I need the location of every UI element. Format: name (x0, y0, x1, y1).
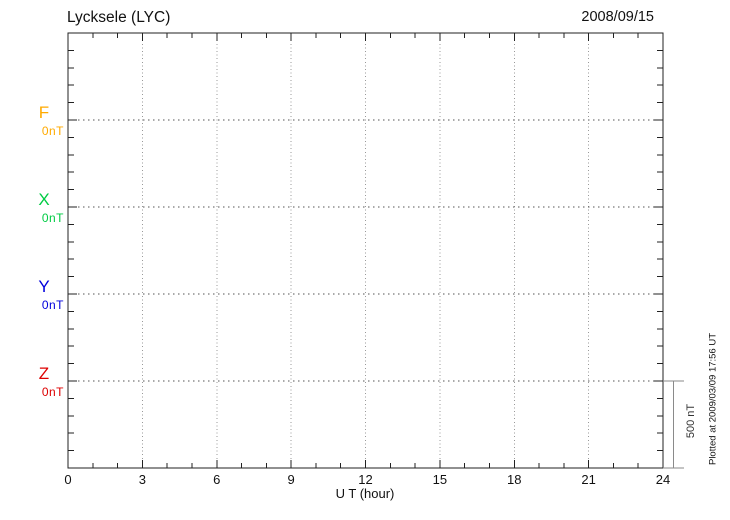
x-tick-label-21: 21 (581, 472, 596, 487)
plotted-at-timestamp: Plotted at 2009/03/09 17:56 UT (707, 332, 719, 466)
x-tick-label-15: 15 (432, 472, 448, 487)
x-tick-label-24: 24 (655, 472, 671, 487)
series-y-unit-label: 0nT (41, 298, 64, 312)
x-tick-label-12: 12 (358, 472, 373, 487)
series-z-unit-label: 0nT (41, 385, 64, 399)
x-tick-label-9: 9 (287, 472, 295, 487)
series-z-label: Z (38, 364, 50, 383)
x-tick-label-3: 3 (138, 472, 146, 487)
x-tick-label-6: 6 (213, 472, 221, 487)
station-title: Lycksele (LYC) (67, 9, 171, 26)
plot-date: 2008/09/15 (581, 9, 654, 25)
x-axis-label: U T (hour) (335, 486, 395, 501)
series-y-label: Y (38, 277, 50, 296)
series-x-label: X (38, 190, 50, 209)
x-tick-label-18: 18 (507, 472, 522, 487)
series-f-label: F (38, 103, 50, 122)
x-tick-label-0: 0 (64, 472, 72, 487)
scale-bar-label: 500 nT (685, 403, 697, 439)
series-x-unit-label: 0nT (41, 211, 64, 225)
series-f-unit-label: 0nT (41, 124, 64, 138)
